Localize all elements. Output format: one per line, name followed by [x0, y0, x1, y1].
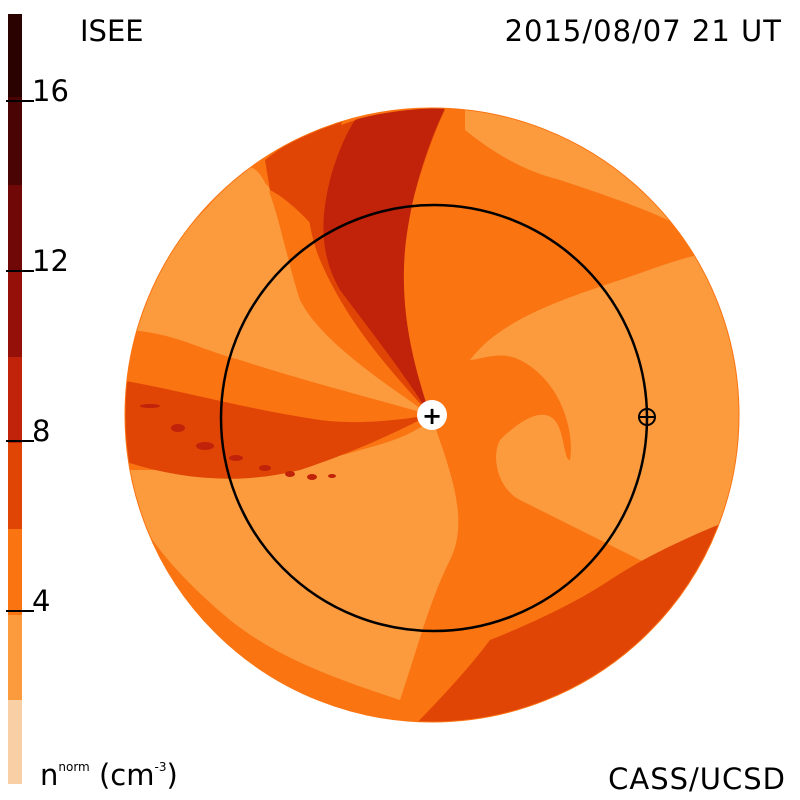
colorbar-tick-4 [6, 610, 34, 612]
colorbar-label-16: 16 [32, 74, 69, 108]
colorbar-label-4: 4 [32, 584, 51, 618]
colorbar-tick-12 [6, 270, 34, 272]
colorbar-band-2 [8, 615, 22, 700]
colorbar-label-12: 12 [32, 244, 69, 278]
field-light-east [470, 251, 739, 569]
colorbar-band-3 [8, 529, 22, 615]
colorbar-band-7 [8, 185, 22, 271]
sun-icon: + [422, 402, 442, 430]
colorbar-band-1 [8, 700, 22, 784]
field-dark-west-band [125, 380, 430, 479]
colorbar-band-4 [8, 443, 22, 529]
colorbar-tick-8 [6, 440, 34, 442]
credit-label: CASS/UCSD [608, 762, 786, 796]
field-light-southwest [125, 418, 459, 700]
colorbar-band-5 [8, 357, 22, 443]
colorbar-band-9 [8, 14, 22, 97]
colorbar-tick-16 [6, 100, 34, 102]
timestamp-label: 2015/08/07 21 UT [504, 14, 782, 48]
colorbar-band-6 [8, 271, 22, 357]
colorbar-label-8: 8 [32, 414, 51, 448]
field-streak-blobs [140, 404, 336, 480]
sun-disk [417, 400, 447, 430]
org-label: ISEE [80, 14, 144, 48]
density-field [125, 108, 739, 722]
colorbar-unit-label: nnorm (cm-3) [40, 758, 178, 792]
colorbar-band-8 [8, 97, 22, 185]
disk-edge [124, 107, 740, 723]
field-light-west [125, 167, 430, 415]
field-light-nw-arc [213, 181, 300, 300]
field-red-core [323, 108, 445, 415]
